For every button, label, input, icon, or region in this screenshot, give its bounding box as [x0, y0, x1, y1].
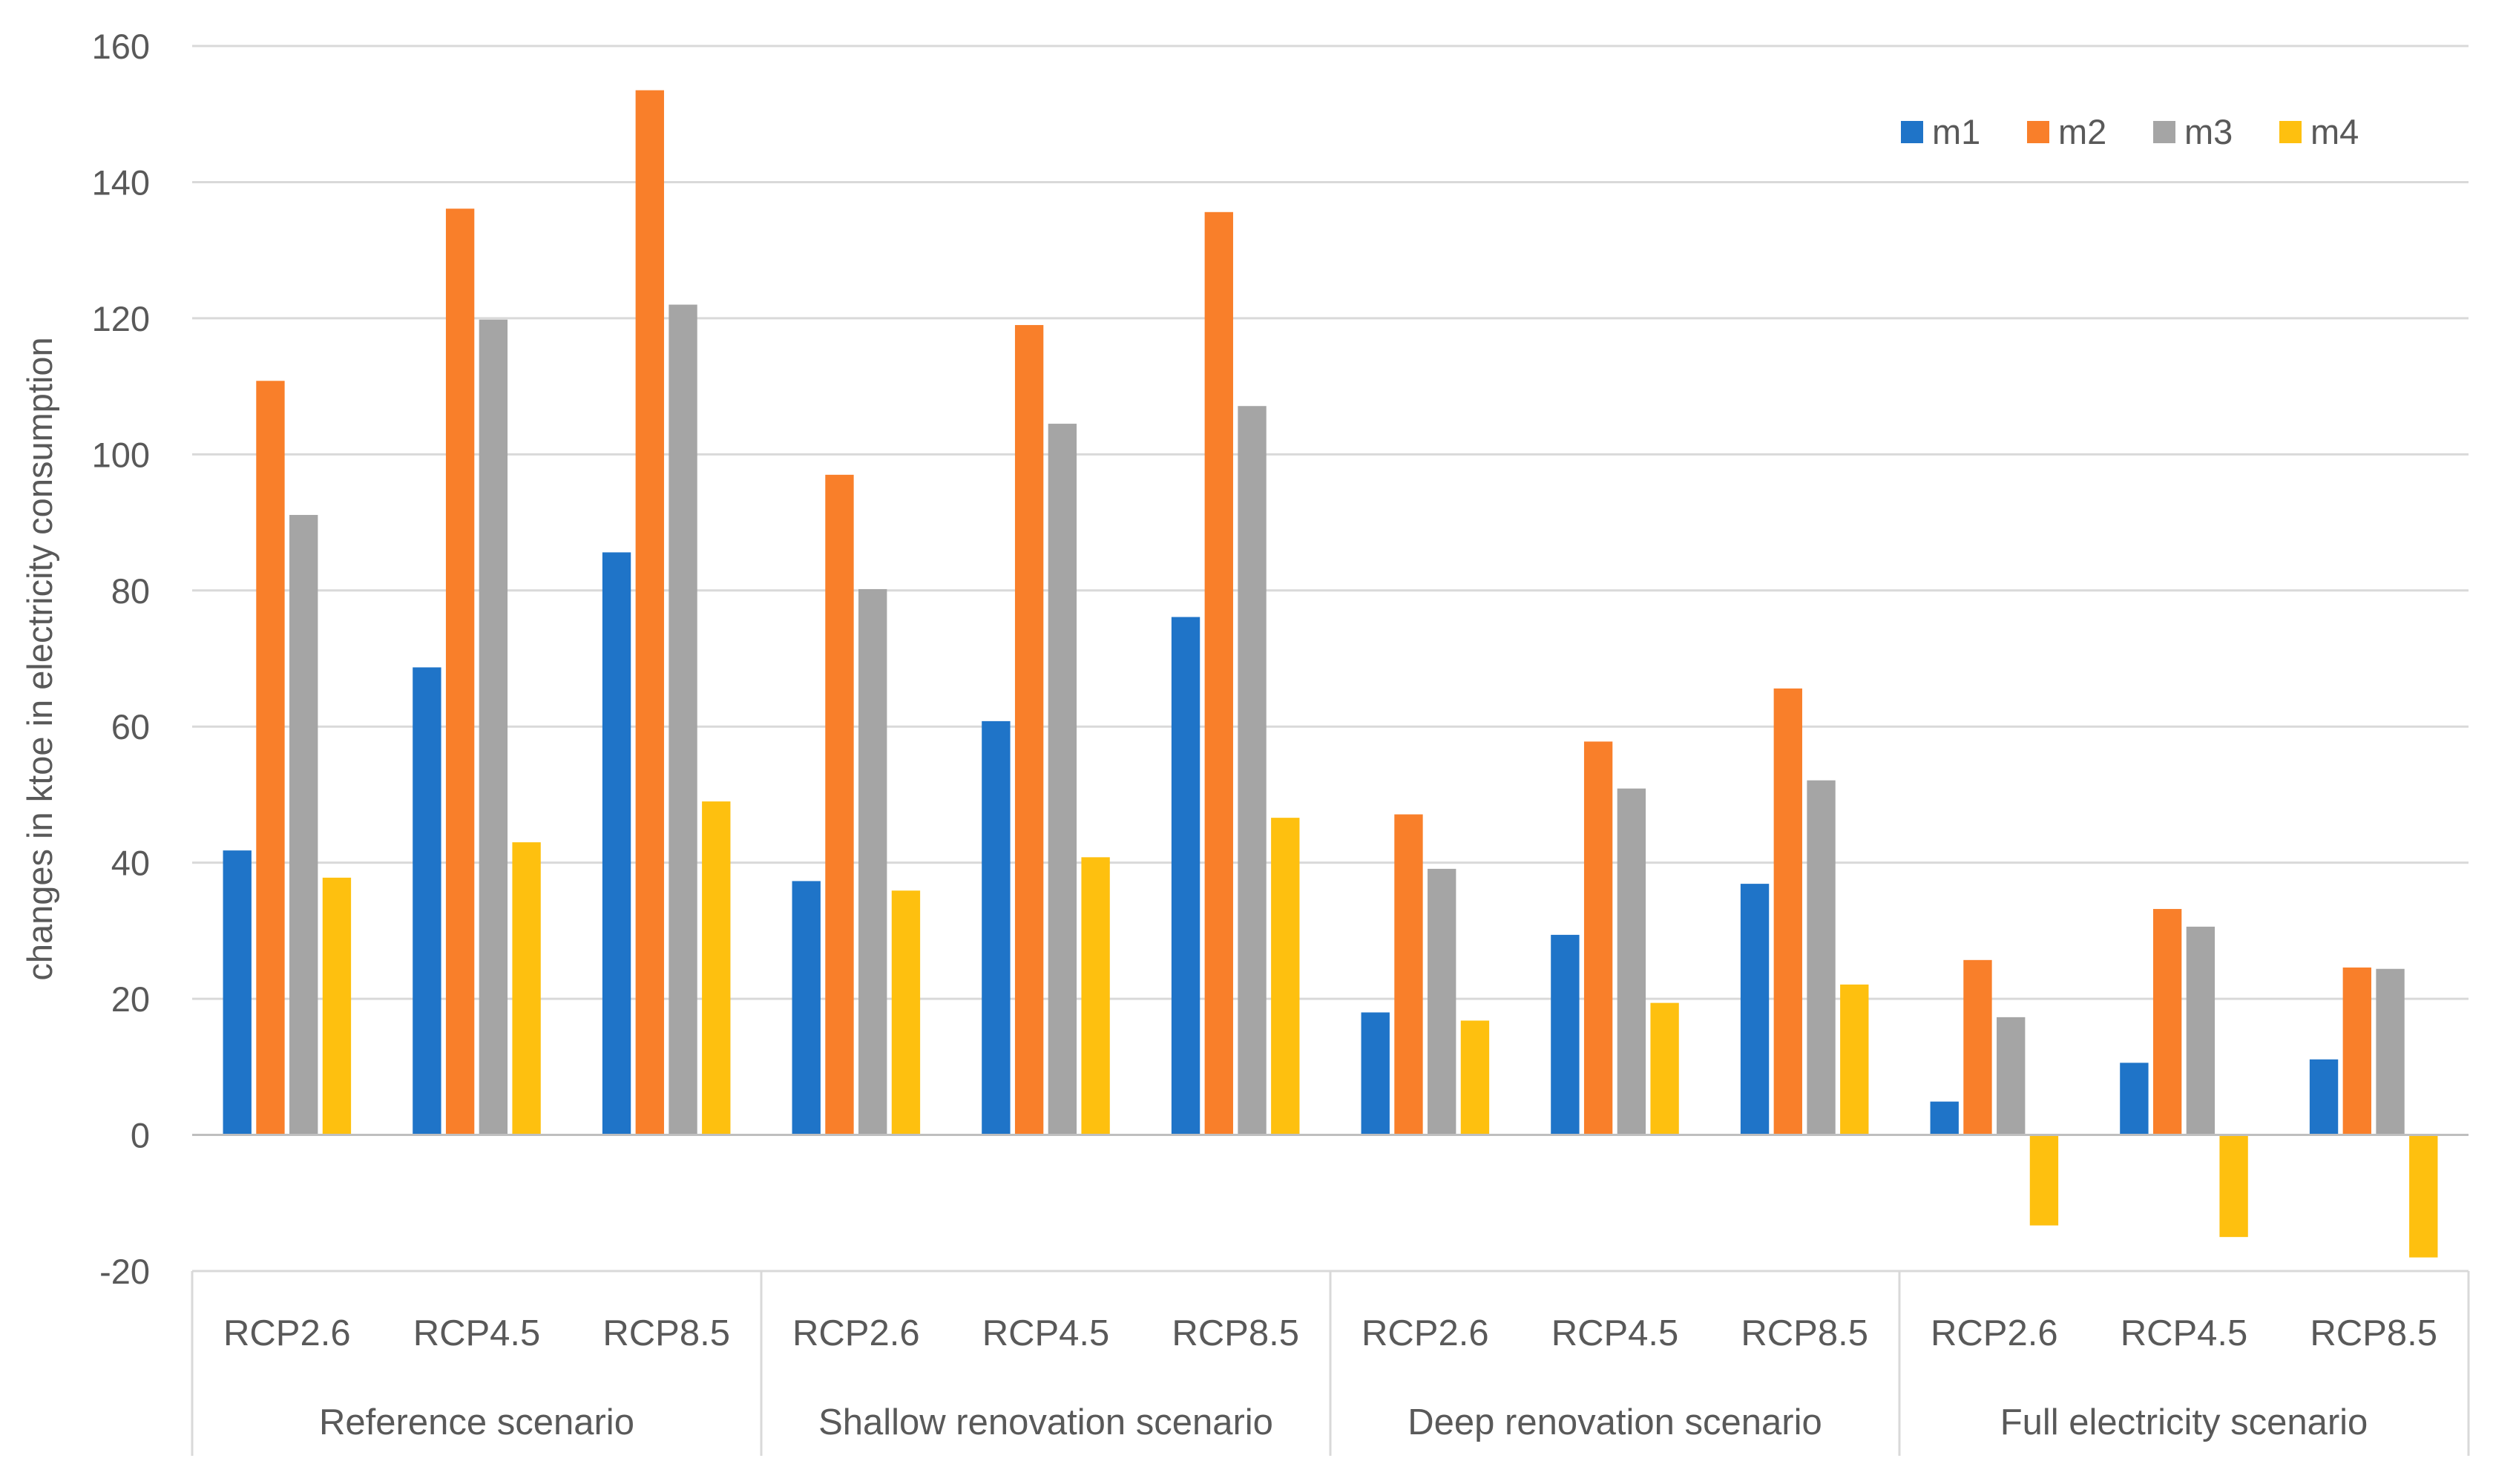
bar-m3-7	[1617, 788, 1646, 1135]
x-tick-label: RCP8.5	[1741, 1313, 1868, 1353]
x-tick-label: RCP8.5	[602, 1313, 730, 1353]
x-tick-label: RCP4.5	[413, 1313, 541, 1353]
x-tick-label: RCP2.6	[792, 1313, 920, 1353]
bar-m4-5	[1271, 818, 1300, 1135]
bar-m1-5	[1171, 617, 1200, 1135]
bar-m2-11	[2342, 967, 2371, 1135]
bar-m2-7	[1583, 741, 1613, 1135]
legend-swatch-m2	[2027, 121, 2049, 143]
legend-label-m2: m2	[2058, 112, 2106, 151]
group-label: Reference scenario	[319, 1402, 634, 1442]
bar-m4-9	[2029, 1135, 2059, 1226]
bar-m3-11	[2376, 968, 2405, 1135]
bar-m3-4	[1048, 424, 1077, 1135]
y-tick-label: 20	[111, 979, 150, 1019]
bar-m3-1	[479, 319, 508, 1135]
bar-m4-8	[1840, 984, 1869, 1135]
y-tick-label: -20	[99, 1252, 150, 1291]
bar-m3-5	[1238, 406, 1267, 1135]
bar-m1-8	[1740, 884, 1770, 1135]
bar-m1-1	[413, 667, 441, 1135]
x-tick-label: RCP2.6	[223, 1313, 351, 1353]
y-tick-label: 40	[111, 844, 150, 883]
x-tick-label: RCP8.5	[1172, 1313, 1299, 1353]
bar-m4-3	[891, 890, 921, 1135]
bar-m2-4	[1014, 325, 1044, 1135]
bar-m2-8	[1773, 688, 1802, 1135]
bar-m3-9	[1997, 1017, 2026, 1135]
x-tick-label: RCP4.5	[982, 1313, 1110, 1353]
bar-m2-10	[2152, 909, 2182, 1135]
bar-m4-4	[1081, 857, 1110, 1135]
x-tick-label: RCP4.5	[1551, 1313, 1679, 1353]
bar-m1-9	[1930, 1101, 1959, 1135]
legend-label-m4: m4	[2310, 112, 2359, 151]
x-tick-label: RCP2.6	[1362, 1313, 1489, 1353]
y-tick-label: 0	[131, 1116, 150, 1155]
bar-m1-10	[2120, 1063, 2149, 1135]
y-tick-label: 80	[111, 571, 150, 611]
bar-m4-6	[1460, 1020, 1490, 1135]
bar-m3-10	[2186, 926, 2216, 1135]
bar-m2-6	[1394, 814, 1423, 1135]
bar-m2-3	[825, 474, 854, 1135]
legend-swatch-m1	[1901, 121, 1923, 143]
y-tick-label: 160	[92, 27, 150, 66]
bar-m3-2	[669, 304, 697, 1135]
y-tick-label: 60	[111, 707, 150, 746]
bar-m2-9	[1963, 959, 1992, 1135]
legend: m1 m2 m3 m4	[1901, 112, 2359, 151]
bar-m1-0	[223, 850, 252, 1135]
x-tick-label: RCP4.5	[2121, 1313, 2248, 1353]
bar-m2-1	[445, 209, 475, 1135]
y-tick-label: 100	[92, 435, 150, 474]
bar-m4-0	[322, 877, 352, 1135]
bar-m1-11	[2309, 1059, 2339, 1135]
legend-swatch-m3	[2153, 121, 2175, 143]
y-tick-label: 140	[92, 162, 150, 202]
legend-label-m1: m1	[1932, 112, 1980, 151]
bar-m3-8	[1807, 780, 1836, 1135]
x-tick-label: RCP8.5	[2310, 1313, 2437, 1353]
bar-m2-2	[635, 90, 664, 1135]
bars	[223, 90, 2438, 1258]
bar-m4-2	[702, 801, 731, 1135]
x-tick-label: RCP2.6	[1931, 1313, 2058, 1353]
y-axis-title: changes in ktoe in electricity consumpti…	[20, 337, 59, 980]
legend-label-m3: m3	[2184, 112, 2233, 151]
y-tick-label: 120	[92, 299, 150, 338]
bar-m3-6	[1428, 868, 1456, 1135]
bar-m1-4	[982, 720, 1011, 1135]
group-label: Full electricity scenario	[2000, 1402, 2368, 1442]
group-label: Shallow renovation scenario	[818, 1402, 1273, 1442]
bar-m2-0	[256, 381, 285, 1135]
group-label: Deep renovation scenario	[1408, 1402, 1822, 1442]
bar-m1-2	[602, 552, 631, 1135]
bar-m1-6	[1361, 1012, 1390, 1135]
bar-m2-5	[1204, 211, 1233, 1135]
bar-m3-0	[289, 514, 318, 1135]
legend-swatch-m4	[2279, 121, 2302, 143]
x-axis: RCP2.6 RCP4.5 RCP8.5 RCP2.6 RCP4.5 RCP8.5 RCP2…	[191, 1270, 2470, 1456]
bar-m1-3	[792, 881, 821, 1135]
bar-m4-7	[1650, 1002, 1679, 1135]
bar-m4-11	[2409, 1135, 2438, 1258]
bar-m1-7	[1551, 934, 1580, 1135]
bar-m4-1	[512, 842, 541, 1135]
y-axis-tick-labels: -20 0 20 40 60 80 100 120 140 160	[92, 27, 150, 1291]
bar-m3-3	[858, 588, 887, 1135]
bar-m4-10	[2219, 1135, 2248, 1238]
